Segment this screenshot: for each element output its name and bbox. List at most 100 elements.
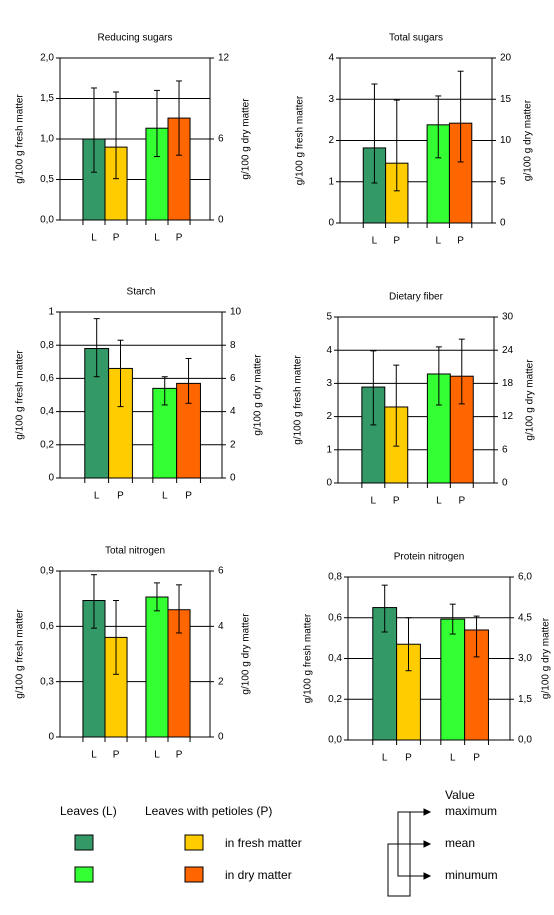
y-axis-label: g/100 g fresh matter [293, 355, 304, 445]
y-axis-label: g/100 g fresh matter [15, 350, 26, 440]
x-tick-label: P [185, 491, 192, 502]
legend-text: in dry matter [225, 868, 292, 882]
y2-axis-label: g/100 g dry matter [253, 354, 264, 436]
y-axis-label: g/100 g fresh matter [15, 94, 26, 184]
x-tick-label: L [154, 750, 160, 761]
x-tick-label: L [91, 233, 97, 244]
y2-tick-label: 0 [230, 473, 236, 484]
y-tick-label: 0,8 [40, 340, 54, 351]
y-tick-label: 2,0 [40, 53, 54, 64]
y2-tick-label: 4 [230, 406, 236, 417]
y-tick-label: 0 [326, 478, 332, 489]
legend-swatch [74, 834, 94, 851]
y2-tick-label: 1,5 [518, 694, 532, 705]
x-tick-label: L [435, 236, 441, 247]
x-tick-label: L [162, 491, 168, 502]
y-axis-label: g/100 g fresh matter [295, 95, 306, 185]
y2-tick-label: 6 [230, 373, 236, 384]
y2-tick-label: 30 [502, 312, 514, 323]
legend-swatch [184, 866, 204, 883]
x-tick-label: L [94, 491, 100, 502]
y-tick-label: 0 [328, 218, 334, 229]
y2-tick-label: 8 [230, 340, 236, 351]
y2-tick-label: 4 [218, 621, 224, 632]
legend-text: Value [445, 788, 475, 802]
y2-tick-label: 0 [218, 732, 224, 743]
y-tick-label: 0,4 [40, 406, 54, 417]
y-axis-label: g/100 g fresh matter [15, 609, 26, 699]
y2-tick-label: 2 [218, 676, 224, 687]
y2-axis-label: g/100 g dry matter [241, 613, 252, 695]
y2-tick-label: 0 [500, 218, 506, 229]
y2-axis-label: g/100 g dry matter [525, 359, 536, 441]
x-tick-label: P [113, 233, 120, 244]
y-tick-label: 2 [328, 135, 334, 146]
y-tick-label: 0 [48, 732, 54, 743]
y-tick-label: 0,9 [40, 566, 54, 577]
plot-frame [59, 311, 223, 479]
y-tick-label: 4 [326, 345, 332, 356]
x-tick-label: P [176, 233, 183, 244]
legend-text: minumum [445, 868, 498, 882]
x-tick-label: P [393, 496, 400, 507]
y2-tick-label: 0 [502, 478, 508, 489]
y2-tick-label: 6,0 [518, 572, 532, 583]
y2-axis-label: g/100 g dry matter [523, 99, 534, 181]
chart-title: Dietary fiber [389, 292, 444, 303]
chart-title: Starch [127, 287, 156, 298]
x-tick-label: L [91, 750, 97, 761]
y2-tick-label: 6 [502, 444, 508, 455]
y-tick-label: 0,6 [40, 373, 54, 384]
x-tick-label: P [405, 753, 412, 764]
y2-tick-label: 0,0 [518, 735, 532, 746]
x-tick-label: L [372, 236, 378, 247]
chart-title: Total nitrogen [105, 546, 165, 557]
y-tick-label: 0,5 [40, 174, 54, 185]
y-tick-label: 5 [326, 312, 332, 323]
plot-frame [337, 316, 495, 484]
legend-text: Leaves (L) [60, 804, 117, 818]
plot-frame [339, 57, 493, 224]
y2-tick-label: 10 [230, 307, 242, 318]
legend-text: mean [445, 836, 475, 850]
legend-text: Leaves with petioles (P) [145, 804, 272, 818]
y2-tick-label: 12 [218, 53, 230, 64]
legend-text: maximum [445, 804, 497, 818]
y2-tick-label: 2 [230, 439, 236, 450]
y-tick-label: 4 [328, 53, 334, 64]
x-tick-label: P [458, 496, 465, 507]
chart-title: Total sugars [389, 33, 443, 44]
y-tick-label: 0,0 [40, 215, 54, 226]
y-tick-label: 0,3 [40, 676, 54, 687]
y2-tick-label: 15 [500, 94, 512, 105]
y2-tick-label: 12 [502, 411, 514, 422]
y-tick-label: 0,8 [328, 572, 342, 583]
x-tick-label: P [457, 236, 464, 247]
key-diagram [387, 808, 432, 897]
y2-tick-label: 5 [500, 176, 506, 187]
y2-tick-label: 10 [500, 135, 512, 146]
y-tick-label: 0,0 [328, 735, 342, 746]
x-tick-label: L [371, 496, 377, 507]
legend-text: in fresh matter [225, 836, 302, 850]
y-tick-label: 1,5 [40, 93, 54, 104]
x-tick-label: L [154, 233, 160, 244]
x-tick-label: P [393, 236, 400, 247]
x-tick-label: P [473, 753, 480, 764]
bar [440, 618, 466, 741]
y-tick-label: 3 [328, 94, 334, 105]
y-tick-label: 0,6 [328, 612, 342, 623]
plot-frame [59, 570, 211, 738]
y2-tick-label: 4,5 [518, 612, 532, 623]
plot-frame [347, 576, 511, 741]
y2-axis-label: g/100 g dry matter [241, 98, 252, 180]
y2-tick-label: 18 [502, 378, 514, 389]
y-tick-label: 1 [326, 444, 332, 455]
x-tick-label: P [117, 491, 124, 502]
x-tick-label: L [382, 753, 388, 764]
chart-title: Protein nitrogen [394, 552, 465, 563]
x-tick-label: P [113, 750, 120, 761]
y2-tick-label: 3,0 [518, 653, 532, 664]
y-tick-label: 1 [328, 176, 334, 187]
